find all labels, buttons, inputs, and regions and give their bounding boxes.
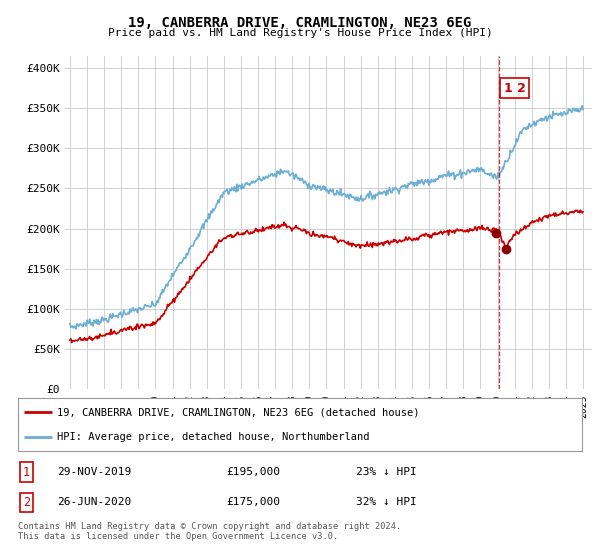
Text: 29-NOV-2019: 29-NOV-2019 — [58, 467, 132, 477]
Text: 2: 2 — [23, 496, 30, 509]
Text: HPI: Average price, detached house, Northumberland: HPI: Average price, detached house, Nort… — [58, 432, 370, 442]
Text: 19, CANBERRA DRIVE, CRAMLINGTON, NE23 6EG (detached house): 19, CANBERRA DRIVE, CRAMLINGTON, NE23 6E… — [58, 408, 420, 418]
Text: £175,000: £175,000 — [227, 497, 281, 507]
Text: £195,000: £195,000 — [227, 467, 281, 477]
Text: 1: 1 — [23, 466, 30, 479]
Text: 23% ↓ HPI: 23% ↓ HPI — [356, 467, 417, 477]
Text: Price paid vs. HM Land Registry's House Price Index (HPI): Price paid vs. HM Land Registry's House … — [107, 28, 493, 38]
Text: 26-JUN-2020: 26-JUN-2020 — [58, 497, 132, 507]
Text: 32% ↓ HPI: 32% ↓ HPI — [356, 497, 417, 507]
Text: Contains HM Land Registry data © Crown copyright and database right 2024.
This d: Contains HM Land Registry data © Crown c… — [18, 522, 401, 542]
Text: 1 2: 1 2 — [503, 82, 526, 95]
Text: 19, CANBERRA DRIVE, CRAMLINGTON, NE23 6EG: 19, CANBERRA DRIVE, CRAMLINGTON, NE23 6E… — [128, 16, 472, 30]
